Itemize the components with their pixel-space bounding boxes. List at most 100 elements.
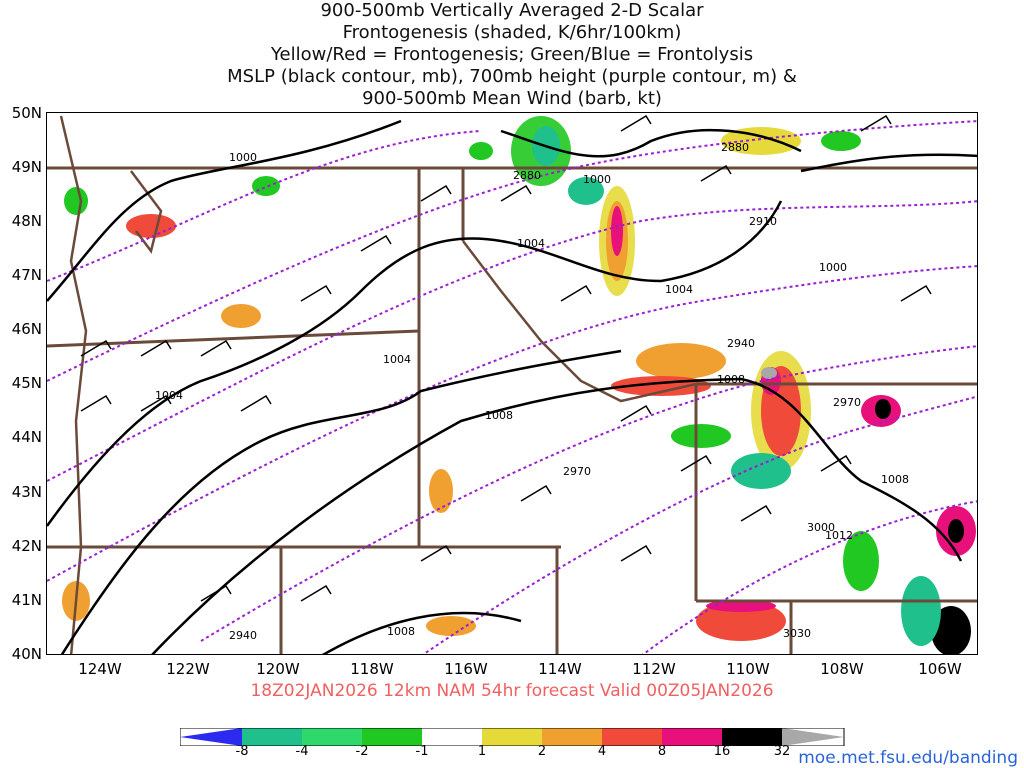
lon-label-122w: 122W — [166, 660, 210, 678]
height-label: 2970 — [833, 396, 861, 409]
mslp-label: 1008 — [387, 625, 415, 638]
forecast-valid-footer: 18Z02JAN2026 12km NAM 54hr forecast Vali… — [250, 681, 774, 701]
coastline — [59, 115, 88, 654]
fgen-blob — [696, 601, 786, 641]
mslp-label: 1012 — [825, 529, 853, 542]
credit-link[interactable]: moe.met.fsu.edu/banding — [798, 748, 1018, 768]
colorbar-label: 32 — [773, 744, 791, 759]
wind-barb — [200, 584, 232, 602]
colorbar-segment — [242, 728, 302, 746]
flys-blob — [901, 576, 941, 646]
mslp-label: 1004 — [665, 283, 693, 296]
colorbar-label: 1 — [477, 744, 487, 759]
fgen-blob — [875, 399, 891, 419]
mslp-contour — [60, 349, 622, 654]
colorbar-segment — [602, 728, 662, 746]
lon-label-108w: 108W — [820, 660, 864, 678]
state-borders — [47, 115, 977, 654]
colorbar-segment — [662, 728, 722, 746]
wind-barb — [360, 234, 392, 252]
wind-barb — [420, 544, 452, 562]
fgen-blob — [221, 304, 261, 328]
fgen-blob — [429, 469, 453, 513]
height-contours — [47, 120, 977, 654]
colorbar-label: 16 — [713, 744, 731, 759]
lon-label-114w: 114W — [538, 660, 582, 678]
fgen-blob — [931, 606, 971, 654]
lon-label-124w: 124W — [78, 660, 122, 678]
lat-label-42n: 42N — [11, 537, 42, 555]
mslp-label: 1000 — [229, 151, 257, 164]
wind-barb — [620, 114, 652, 132]
lat-label-47n: 47N — [11, 266, 42, 284]
mslp-label: 1000 — [819, 261, 847, 274]
lon-label-106w: 106W — [918, 660, 962, 678]
colorbar-label: -4 — [295, 744, 309, 759]
wind-barb — [680, 454, 712, 472]
lat-label-44n: 44N — [11, 428, 42, 446]
wind-barb — [860, 114, 892, 132]
height-contour — [47, 130, 482, 282]
colorbar-segment — [542, 728, 602, 746]
fgen-blob — [126, 214, 176, 238]
height-contour — [200, 345, 977, 642]
colorbar-arrow-left — [180, 728, 242, 746]
title-line-5: 900-500mb Mean Wind (barb, kt) — [362, 88, 662, 109]
title-line-2: Frontogenesis (shaded, K/6hr/100km) — [342, 22, 682, 43]
colorbar-segment — [422, 728, 482, 746]
flys-blob — [843, 531, 879, 591]
contour-labels: 1000 1000 1004 1004 1004 1004 1008 1008 … — [155, 141, 909, 642]
wind-barb — [560, 284, 592, 302]
fgen-blob — [611, 206, 623, 256]
flys-blob — [252, 176, 280, 196]
mslp-contour — [800, 153, 977, 173]
fgen-blob — [761, 367, 777, 379]
mslp-label: 1004 — [517, 237, 545, 250]
wind-barb — [500, 184, 532, 202]
flys-blob — [568, 177, 604, 205]
mslp-contour — [47, 200, 783, 527]
colorbar-segment — [302, 728, 362, 746]
lat-label-48n: 48N — [11, 212, 42, 230]
wind-barb — [80, 339, 112, 357]
lon-label-120w: 120W — [256, 660, 300, 678]
wind-barb — [140, 339, 172, 357]
mslp-contour — [500, 128, 802, 158]
colorbar-label: 4 — [597, 744, 607, 759]
fgen-blob — [426, 616, 476, 636]
height-label: 2970 — [563, 465, 591, 478]
lat-label-46n: 46N — [11, 320, 42, 338]
height-label: 2880 — [513, 169, 541, 182]
map-frame: 1000 1000 1004 1004 1004 1004 1008 1008 … — [46, 112, 978, 655]
flys-blob — [821, 131, 861, 151]
wind-barb — [620, 544, 652, 562]
wind-barb — [820, 454, 852, 472]
wind-barb — [240, 394, 272, 412]
flys-blob — [731, 453, 791, 489]
wind-barb — [900, 284, 932, 302]
wind-barb — [700, 164, 732, 182]
height-label: 2940 — [727, 337, 755, 350]
mslp-label: 1008 — [485, 409, 513, 422]
mslp-label: 1008 — [881, 473, 909, 486]
height-contour — [642, 500, 977, 654]
lon-label-116w: 116W — [444, 660, 488, 678]
colorbar-label: 8 — [657, 744, 667, 759]
wind-barb — [740, 504, 772, 522]
mslp-label: 1008 — [717, 373, 745, 386]
flys-blob — [469, 142, 493, 160]
fgen-blob — [721, 127, 801, 155]
lon-label-110w: 110W — [726, 660, 770, 678]
colorbar-label: 2 — [537, 744, 547, 759]
mslp-contour — [322, 611, 522, 654]
mslp-contours — [47, 119, 977, 654]
colorbar-arrow-right — [782, 728, 844, 746]
lon-label-112w: 112W — [632, 660, 676, 678]
height-label: 2880 — [721, 141, 749, 154]
colorbar-segment — [722, 728, 782, 746]
flys-blob — [671, 424, 731, 448]
lat-label-41n: 41N — [11, 591, 42, 609]
height-label: 2910 — [749, 215, 777, 228]
height-contour — [47, 265, 977, 582]
title-line-4: MSLP (black contour, mb), 700mb height (… — [227, 66, 797, 87]
